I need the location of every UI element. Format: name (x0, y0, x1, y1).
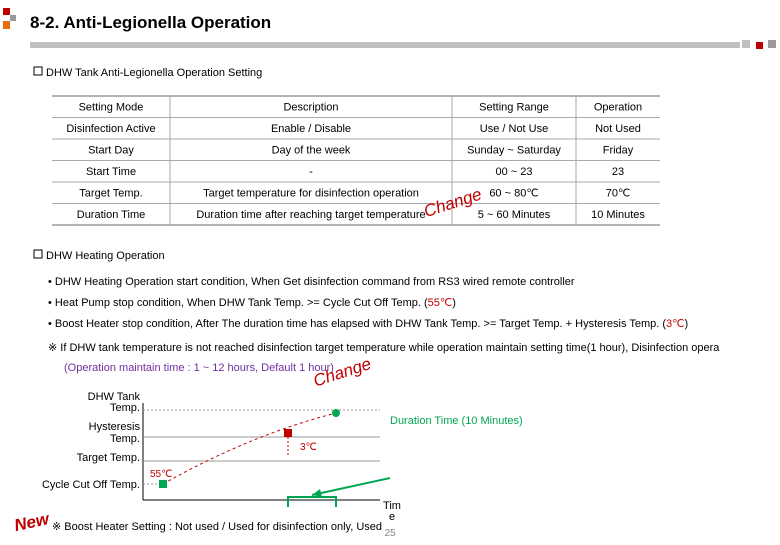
label: Target Temp. (77, 452, 140, 464)
highlight: 3℃ (666, 318, 684, 330)
table-cell: Enable / Disable (271, 123, 351, 135)
table-cell: Sunday ~ Saturday (467, 145, 561, 157)
table-cell: Not Used (595, 123, 641, 135)
table-cell: 5 ~ 60 Minutes (478, 209, 551, 221)
axis-label: Tim (383, 500, 401, 512)
table-cell: Duration time after reaching target temp… (196, 209, 425, 221)
deco (768, 40, 776, 48)
point (332, 409, 340, 417)
label: Duration Time (10 Minutes) (390, 415, 523, 427)
axis-label: e (389, 511, 395, 523)
bullet-text: • Heat Pump stop condition, When DHW Tan… (48, 297, 456, 309)
footnote: ※ Boost Heater Setting : Not used / Used… (52, 521, 382, 533)
section-title: DHW Tank Anti-Legionella Operation Setti… (46, 67, 262, 79)
header-rule (30, 42, 740, 48)
table-cell: Operation (594, 102, 642, 114)
arrowhead (312, 489, 322, 497)
bullets: • DHW Heating Operation start condition,… (48, 276, 688, 330)
logo (3, 21, 10, 29)
label: 55℃ (150, 469, 172, 480)
table-cell: Target Temp. (79, 188, 142, 200)
note: ※ If DHW tank temperature is not reached… (48, 342, 720, 354)
label: Temp. (110, 433, 140, 445)
deco (756, 42, 763, 49)
label: Temp. (110, 402, 140, 414)
table-cell: Disinfection Active (66, 123, 155, 135)
change-mark: Change (422, 185, 485, 221)
table-cell: 00 ~ 23 (495, 166, 532, 178)
label: Hysteresis (89, 421, 141, 433)
table-cell: Setting Range (479, 102, 549, 114)
text: • DHW Heating Operation start condition,… (48, 276, 575, 288)
logo (10, 15, 16, 21)
table-cell: Duration Time (77, 209, 145, 221)
table: Setting Mode Description Setting Range Oper… (52, 95, 660, 226)
table-cell: 70℃ (606, 188, 631, 200)
point (284, 429, 292, 437)
label: Cycle Cut Off Temp. (42, 479, 140, 491)
table-cell: Day of the week (272, 145, 351, 157)
logo (3, 8, 10, 15)
table-cell: Setting Mode (79, 102, 144, 114)
duration-bracket (287, 496, 337, 507)
note-detail: (Operation maintain time : 1 ~ 12 hours,… (64, 362, 334, 374)
table-cell: Description (283, 102, 338, 114)
table-cell: Use / Not Use (480, 123, 548, 135)
table-cell: Friday (603, 145, 634, 157)
table-cell: 10 Minutes (591, 209, 645, 221)
diagram: DHW Tank Temp. Hysteresis Temp. Target T… (42, 391, 523, 523)
point (159, 480, 167, 488)
deco (742, 40, 750, 48)
table-cell: Target temperature for disinfection oper… (203, 188, 419, 200)
section-title: DHW Heating Operation (46, 250, 165, 262)
label: 3℃ (300, 442, 317, 453)
bullet-text: • Boost Heater stop condition, After The… (48, 318, 688, 330)
new-mark: New (12, 509, 52, 535)
text: ) (452, 297, 456, 309)
text: • Boost Heater stop condition, After The… (48, 318, 666, 330)
page-number: 25 (384, 528, 396, 539)
text: • Heat Pump stop condition, When DHW Tan… (48, 297, 428, 309)
bullet (33, 66, 43, 76)
table-cell: 60 ~ 80℃ (489, 188, 538, 200)
temp-curve (162, 412, 337, 485)
text: ) (685, 318, 689, 330)
label: DHW Tank (88, 391, 141, 403)
arrow (311, 477, 391, 496)
table-cell: Start Day (88, 145, 134, 157)
bullet (33, 249, 43, 259)
change-mark: Change (311, 354, 374, 390)
table-cell: 23 (612, 166, 624, 178)
table-cell: Start Time (86, 166, 136, 178)
title: 8-2. Anti-Legionella Operation (30, 13, 271, 32)
bullet-text: • DHW Heating Operation start condition,… (48, 276, 575, 288)
highlight: 55℃ (428, 297, 453, 309)
table-cell: - (309, 166, 313, 178)
